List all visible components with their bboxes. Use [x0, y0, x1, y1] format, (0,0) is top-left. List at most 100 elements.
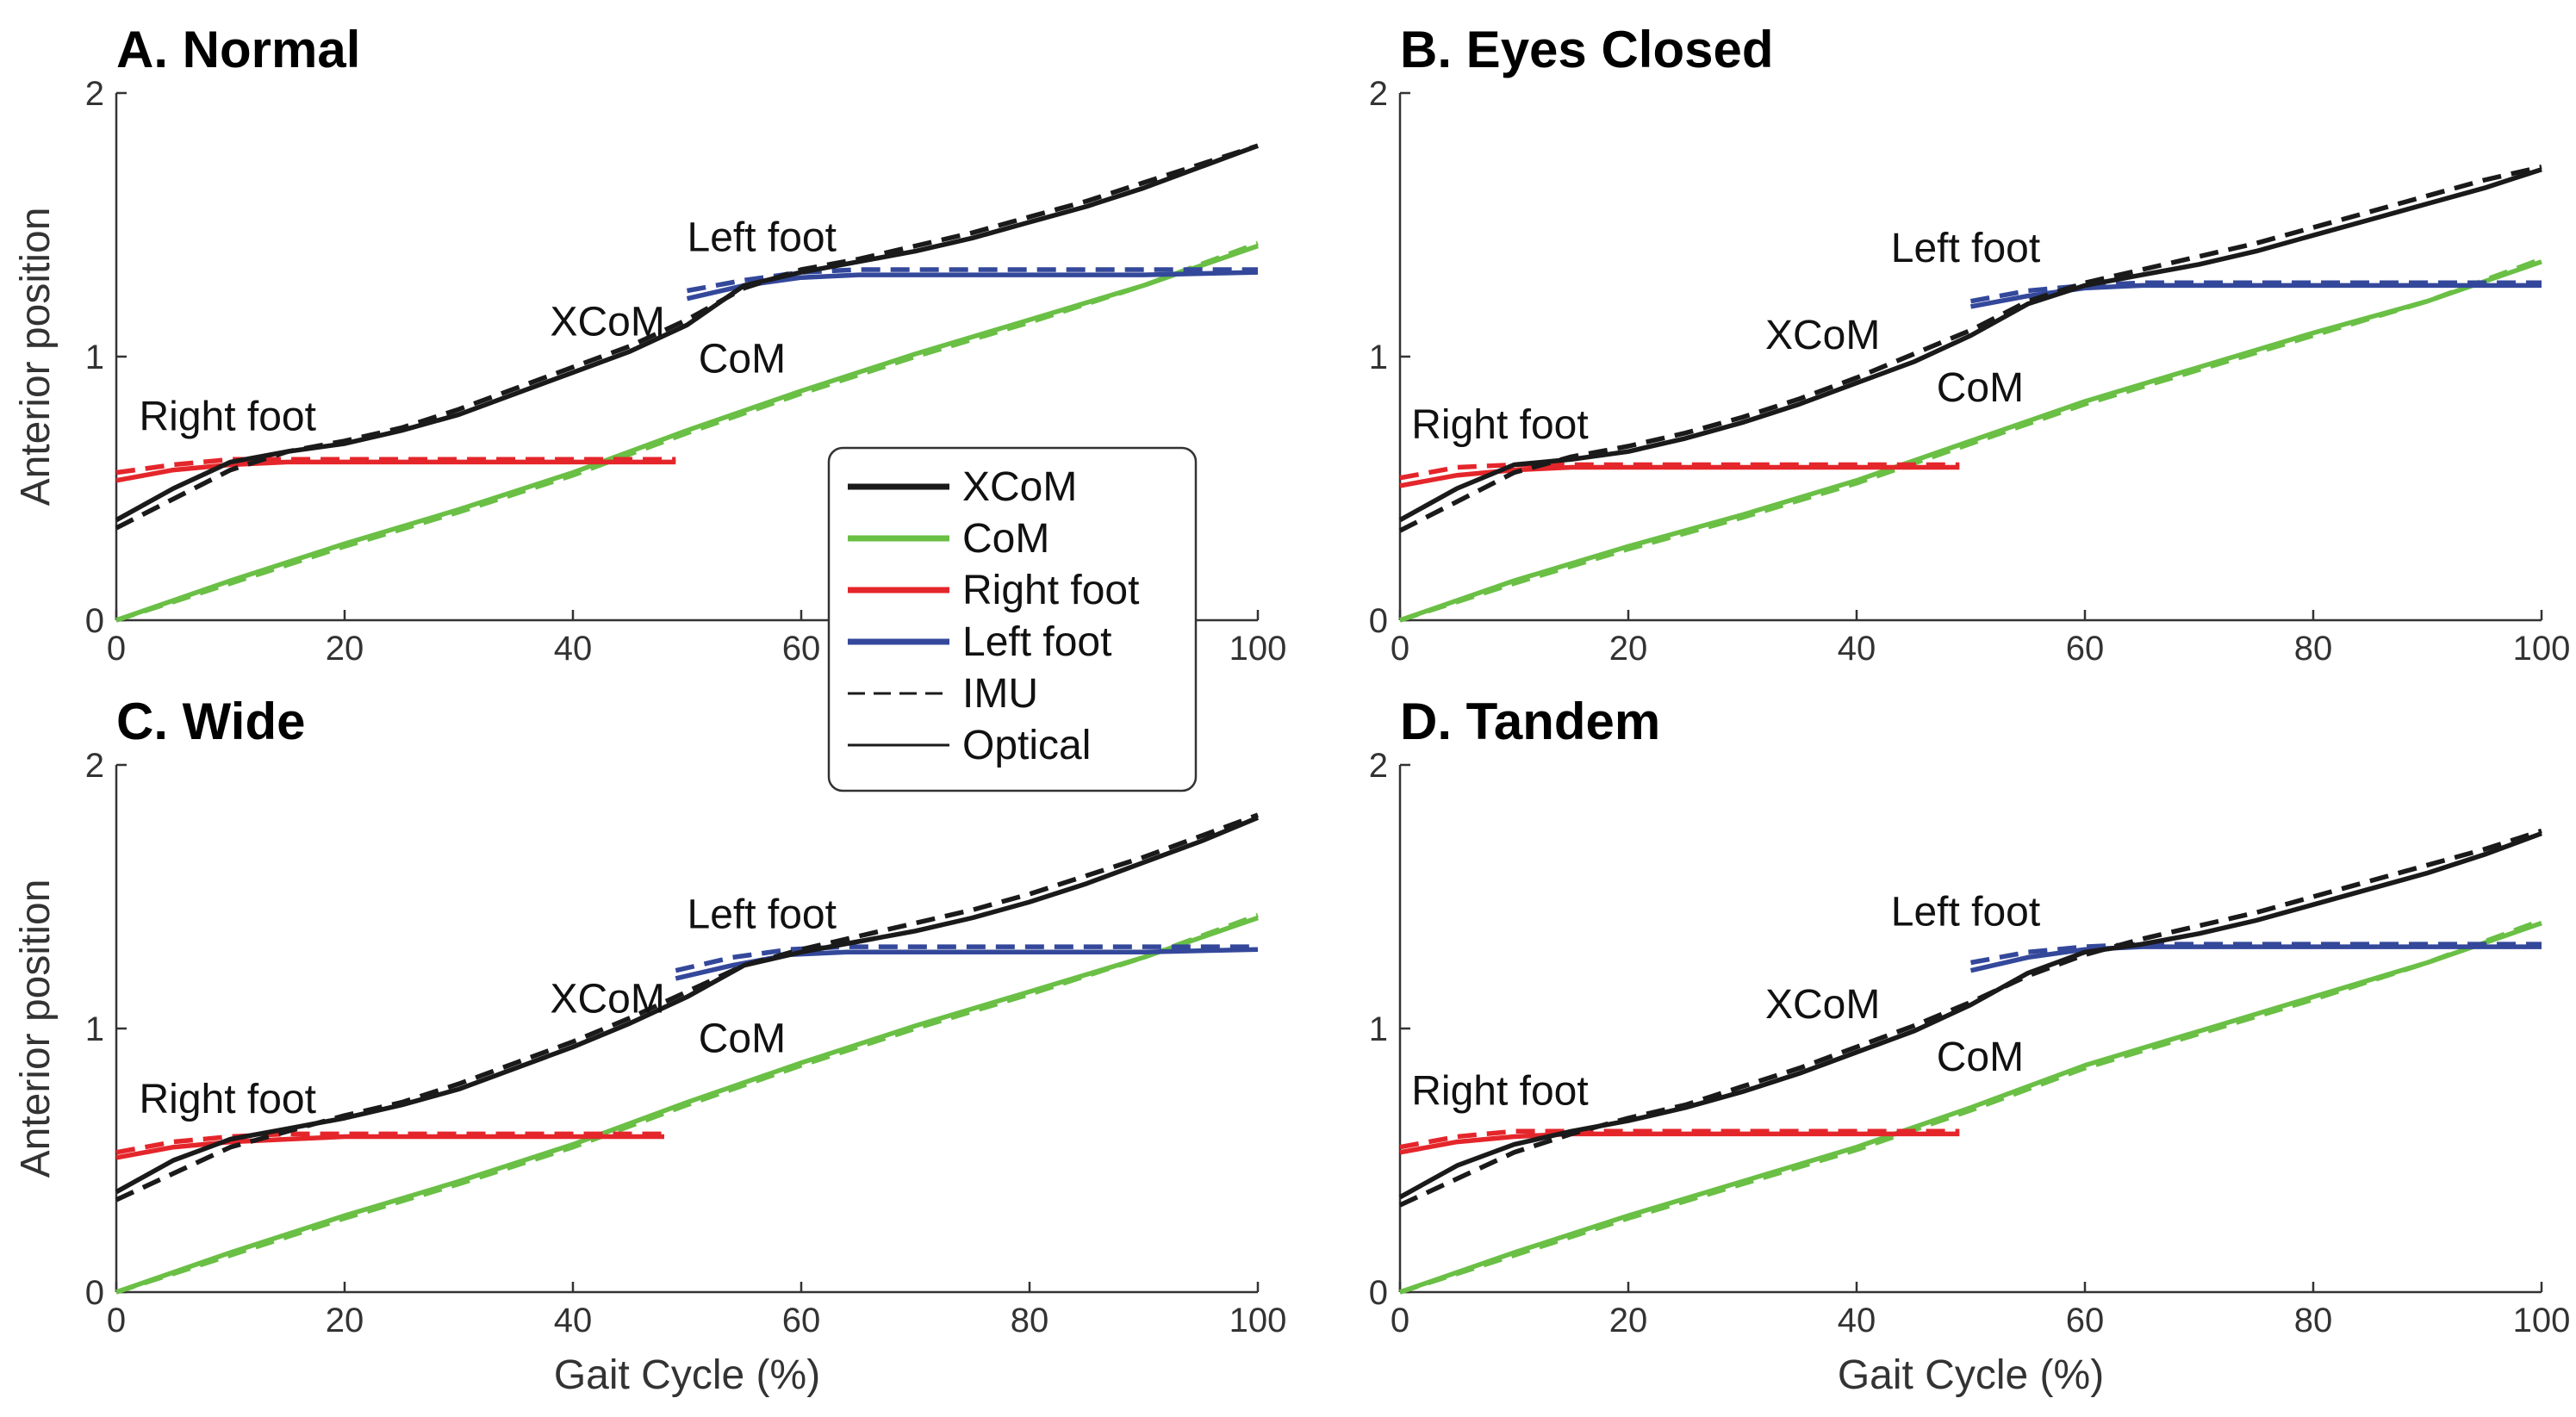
x-tick-label: 80: [1011, 1302, 1049, 1339]
legend-box: [827, 446, 1198, 792]
x-tick-label: 40: [1838, 630, 1876, 668]
legend-item-right-foot: Right foot: [848, 568, 1139, 613]
legend-item-com: CoM: [848, 516, 1049, 562]
series-left-foot-imu: [675, 944, 1258, 973]
series-com-imu: [115, 240, 1259, 623]
y-tick-label: 2: [1369, 747, 1388, 785]
annotation-xcom: XCoM: [1765, 313, 1880, 358]
series-right-foot-optical: [1399, 1131, 1960, 1155]
annotation-xcom: XCoM: [551, 300, 665, 345]
x-axis-label: Gait Cycle (%): [554, 1352, 820, 1398]
annotation-com: CoM: [1937, 1035, 2024, 1080]
series-left-foot-optical: [686, 270, 1259, 301]
panel-title: A. Normal: [116, 21, 360, 78]
x-tick-label: 100: [2513, 1302, 2571, 1339]
x-tick-label: 0: [1391, 1302, 1409, 1339]
series-xcom-imu: [115, 143, 1259, 531]
series-right-foot-imu: [115, 1131, 664, 1155]
legend-label: Optical: [962, 723, 1091, 768]
series-com-imu: [115, 912, 1259, 1295]
x-tick-label: 40: [554, 630, 593, 668]
x-tick-label: 60: [782, 630, 821, 668]
annotation-right-foot: Right foot: [140, 395, 316, 440]
annotation-com: CoM: [699, 1016, 786, 1062]
x-tick-label: 20: [326, 1302, 364, 1339]
annotation-left-foot: Left foot: [1891, 226, 2040, 271]
x-tick-label: 100: [1229, 630, 1287, 668]
x-tick-label: 20: [326, 630, 364, 668]
series-left-foot-optical: [675, 947, 1259, 981]
y-tick-label: 2: [85, 75, 104, 113]
x-tick-label: 100: [1229, 1302, 1287, 1339]
x-tick-label: 0: [107, 630, 126, 668]
annotation-com: CoM: [699, 336, 786, 382]
y-axis-label: Anterior position: [13, 879, 59, 1178]
x-tick-label: 80: [2294, 1302, 2333, 1339]
y-tick-label: 1: [85, 339, 104, 376]
y-tick-label: 0: [1369, 602, 1388, 640]
series-left-foot-imu: [1970, 942, 2542, 966]
panel-b: 0 20 40 60 80 100 0 1 2 B. Eyes Closed Left footXC…: [1369, 21, 2571, 668]
legend-label: CoM: [962, 516, 1049, 562]
annotation-xcom: XCoM: [551, 977, 665, 1022]
y-tick-label: 0: [1369, 1274, 1388, 1312]
series-com-imu: [1399, 917, 2542, 1295]
legend-item-optical: Optical: [848, 723, 1091, 768]
x-tick-label: 60: [782, 1302, 821, 1339]
series-left-foot-imu: [1970, 280, 2542, 304]
legend-label: XCoM: [962, 464, 1077, 510]
y-tick-label: 2: [85, 747, 104, 785]
series-right-foot-imu: [115, 457, 676, 475]
series-xcom-imu: [1398, 828, 2542, 1208]
series-right-foot-optical: [1399, 464, 1960, 488]
series-left-foot-optical: [1969, 944, 2542, 973]
legend-label: Right foot: [962, 568, 1139, 613]
y-axis-label: Anterior position: [13, 208, 59, 507]
annotation-right-foot: Right foot: [1411, 402, 1588, 448]
series-right-foot-optical: [115, 459, 676, 483]
y-tick-label: 0: [85, 1274, 104, 1312]
series-right-foot-optical: [115, 1134, 664, 1160]
x-tick-label: 0: [1391, 630, 1409, 668]
y-tick-label: 1: [1369, 339, 1388, 376]
annotation-com: CoM: [1937, 365, 2024, 411]
series-xcom-optical: [1398, 167, 2542, 523]
series-right-foot-imu: [1399, 1128, 1960, 1150]
x-tick-label: 20: [1609, 630, 1648, 668]
annotation-left-foot: Left foot: [688, 215, 837, 261]
x-tick-label: 0: [107, 1302, 126, 1339]
y-tick-label: 2: [1369, 75, 1388, 113]
panel-title: B. Eyes Closed: [1400, 21, 1774, 78]
legend-item-imu: IMU: [848, 671, 1038, 717]
annotation-left-foot: Left foot: [1891, 890, 2040, 935]
legend-label: Left foot: [962, 619, 1111, 665]
x-tick-label: 40: [554, 1302, 593, 1339]
panel-title: C. Wide: [116, 693, 305, 750]
annotation-xcom: XCoM: [1765, 982, 1880, 1028]
x-tick-label: 80: [2294, 630, 2333, 668]
panel-c: 0 20 40 60 80 100 0 1 2 C. Wide Gait Cycle (%) Ante…: [13, 693, 1286, 1398]
legend-item-left-foot: Left foot: [848, 619, 1111, 665]
panel-d: 0 20 40 60 80 100 0 1 2 D. Tandem Gait Cycle (%) Le…: [1369, 693, 2571, 1398]
legend-item-xcom: XCoM: [848, 464, 1077, 510]
series-xcom-optical: [1398, 831, 2542, 1200]
series-right-foot-imu: [1399, 462, 1960, 481]
x-tick-label: 60: [2066, 1302, 2105, 1339]
series-xcom-imu: [1398, 165, 2542, 533]
annotation-right-foot: Right foot: [140, 1077, 316, 1122]
series-com-imu: [1399, 257, 2542, 623]
y-tick-label: 0: [85, 602, 104, 640]
series-xcom-imu: [115, 812, 1259, 1203]
x-tick-label: 20: [1609, 1302, 1648, 1339]
panel-title: D. Tandem: [1400, 693, 1660, 750]
series-xcom-optical: [115, 815, 1260, 1195]
legend-label: IMU: [962, 671, 1038, 717]
y-tick-label: 1: [85, 1010, 104, 1048]
x-tick-label: 100: [2513, 630, 2571, 668]
annotation-left-foot: Left foot: [688, 892, 837, 938]
x-axis-label: Gait Cycle (%): [1838, 1352, 2104, 1398]
series-left-foot-optical: [1969, 283, 2542, 309]
